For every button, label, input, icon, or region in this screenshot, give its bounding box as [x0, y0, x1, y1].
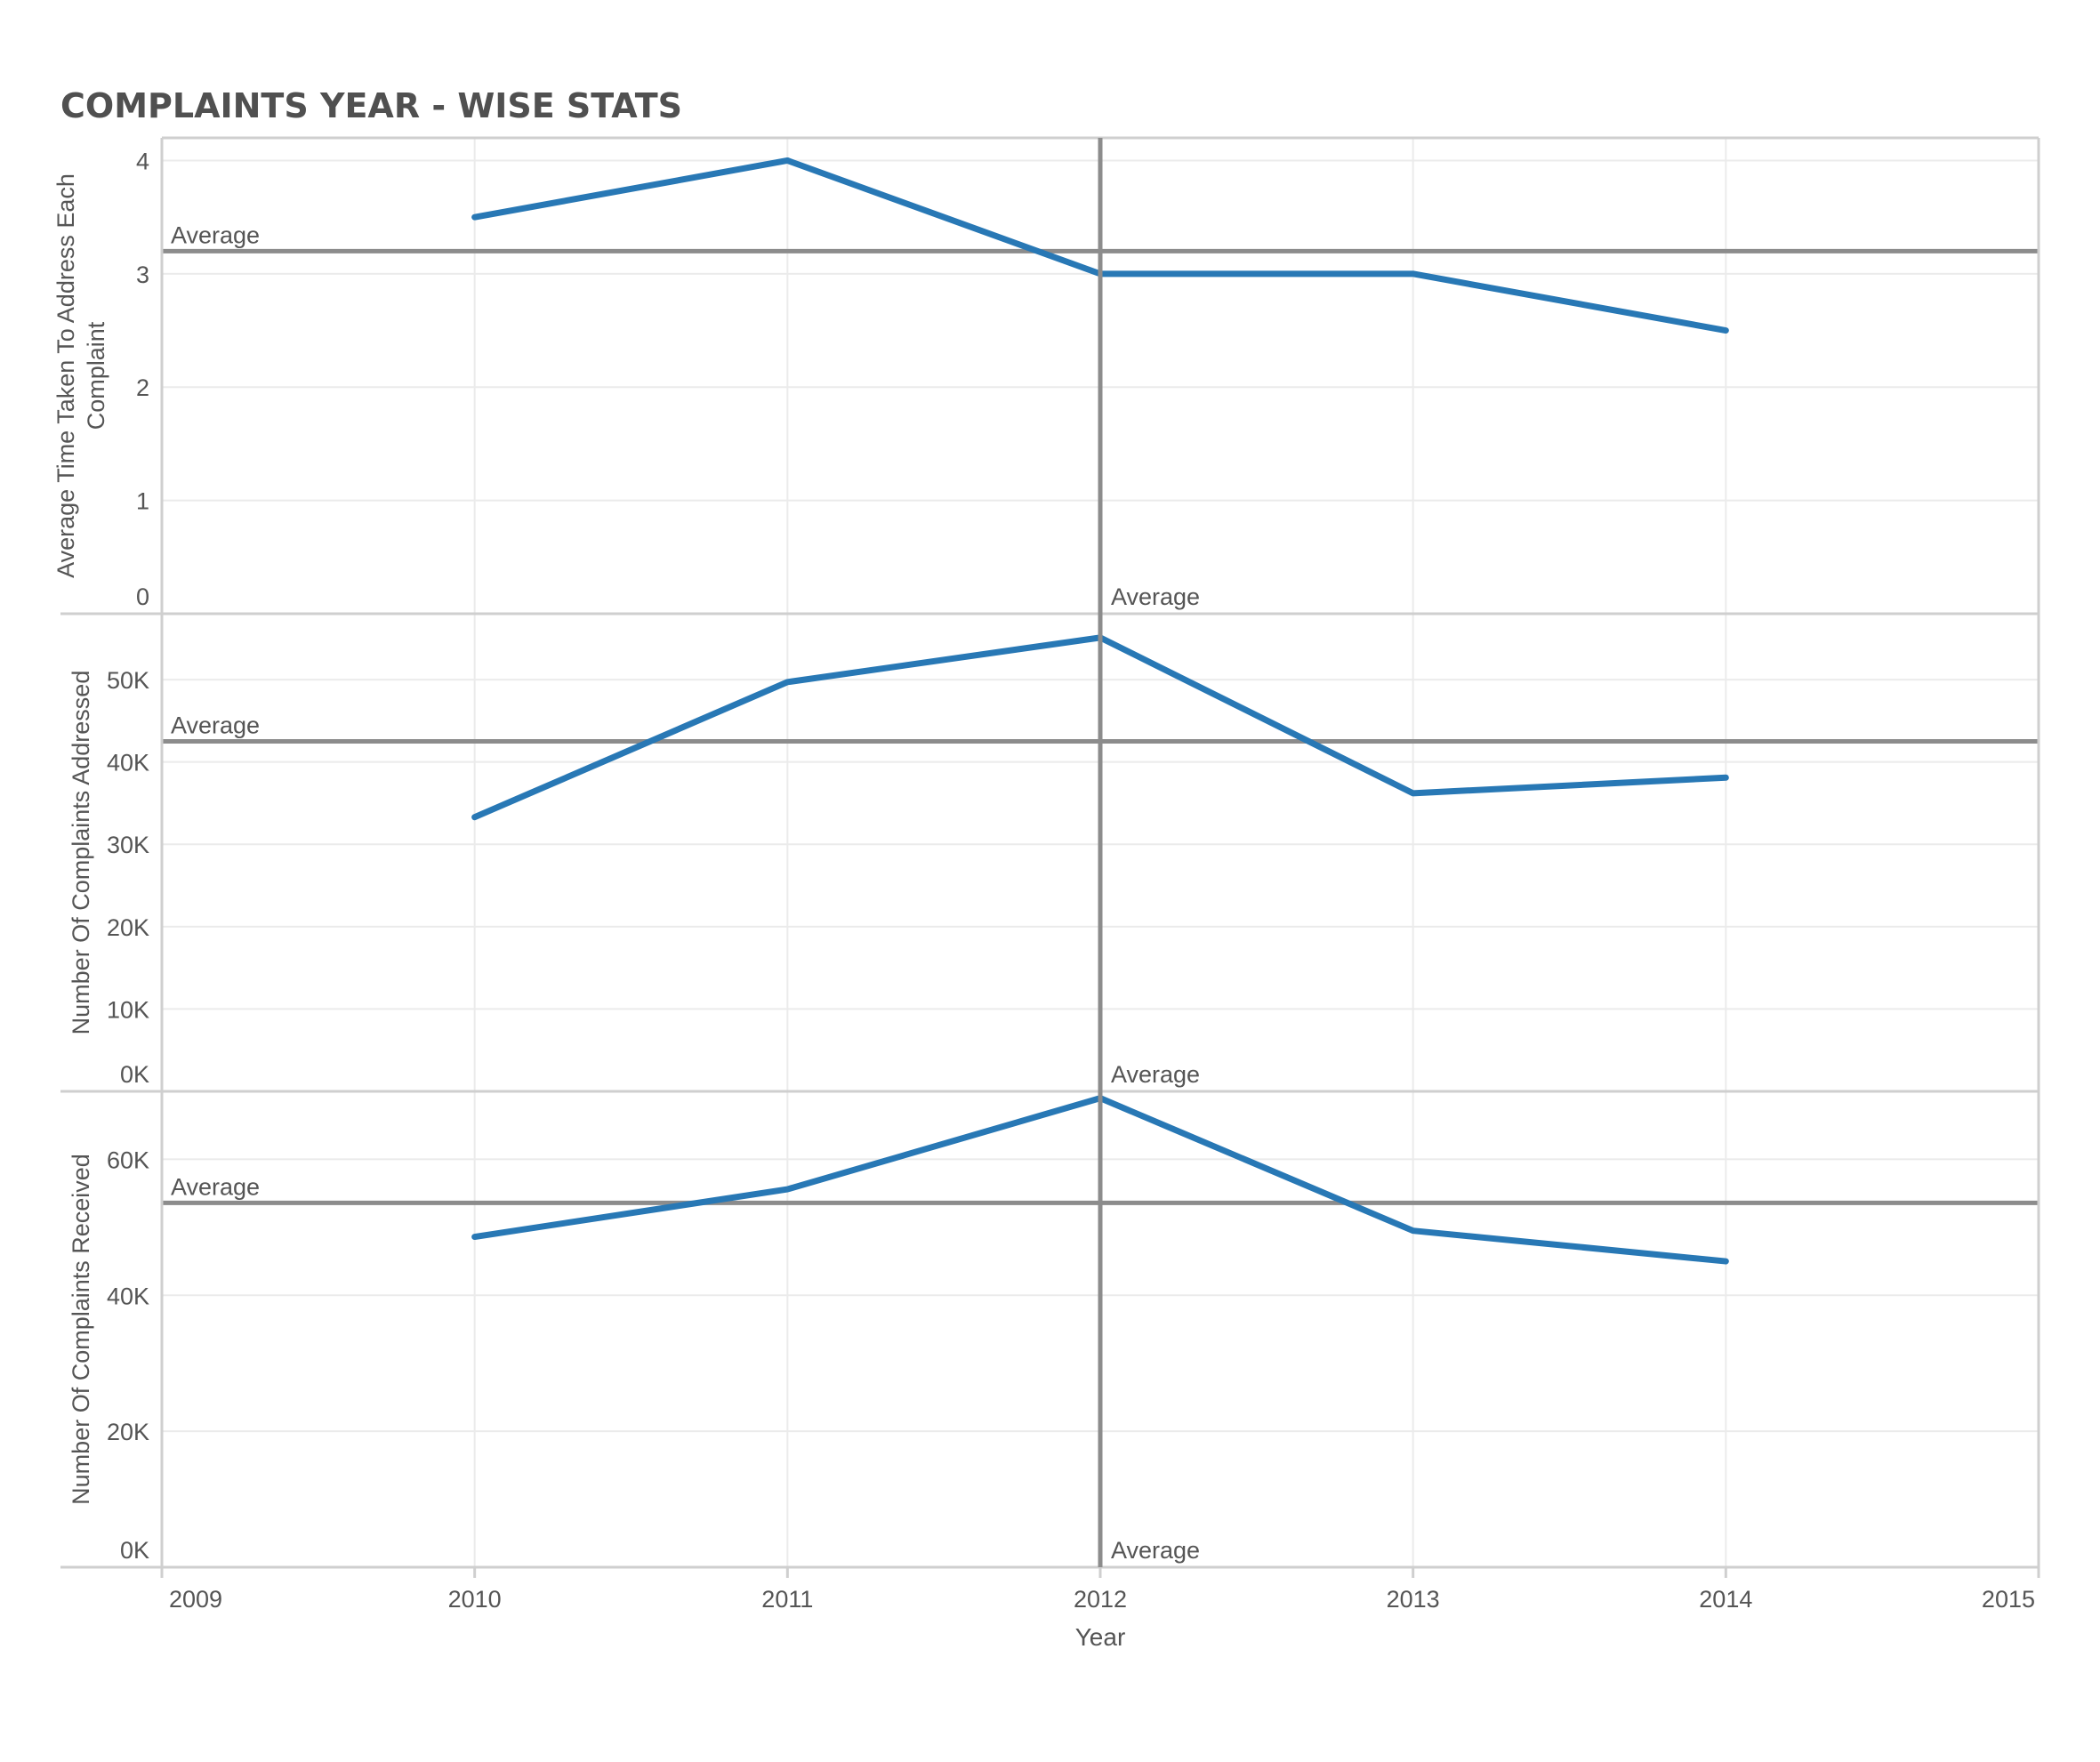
x-average-label: Average	[1111, 1061, 1200, 1088]
y-axis-label: Number Of Complaints Received	[68, 1154, 94, 1505]
chart-title: COMPLAINTS YEAR - WISE STATS	[60, 86, 682, 125]
y-axis-label: Number Of Complaints Addressed	[68, 671, 94, 1035]
x-average-label-bg	[1104, 1533, 1211, 1564]
average-label: Average	[171, 1173, 260, 1200]
x-tick-label: 2014	[1699, 1586, 1752, 1613]
x-tick-label: 2015	[1982, 1586, 2035, 1613]
y-tick-label: 0	[136, 583, 149, 610]
x-tick-label: 2009	[169, 1586, 222, 1613]
y-tick-label: 0K	[120, 1061, 149, 1088]
panel-2: 0K 10K 20K 30K 40K 50K Number Of Complaints Ad…	[60, 634, 2039, 1093]
y-tick-label: 40K	[107, 750, 149, 776]
average-label-bg	[165, 709, 272, 738]
y-tick-label: 30K	[107, 832, 149, 858]
x-tick-label: 2013	[1387, 1586, 1440, 1613]
x-average-label-bg	[1104, 580, 1211, 610]
y-tick-label: 10K	[107, 996, 149, 1023]
y-tick-label: 1	[136, 488, 149, 515]
y-axis-label: Average Time Taken To Address Each	[52, 173, 79, 578]
panel-3: 0K 20K 40K 60K Number Of Complaints Received…	[60, 1095, 2039, 1569]
panel-1: 0 1 2 3 4 Average Time Taken To Address Each C…	[52, 148, 2039, 615]
y-tick-label: 2	[136, 374, 149, 401]
y-axis-label: Complaint	[83, 321, 109, 430]
y-tick-label: 40K	[107, 1283, 149, 1309]
x-average-label: Average	[1111, 583, 1200, 610]
x-tick-label: 2011	[761, 1586, 813, 1613]
x-tick-label: 2012	[1074, 1586, 1127, 1613]
average-label-bg	[165, 219, 272, 248]
average-label-bg	[165, 1171, 272, 1200]
y-tick-label: 3	[136, 261, 149, 288]
y-tick-label: 20K	[107, 914, 149, 941]
x-axis-label: Year	[1075, 1623, 1126, 1651]
y-tick-label: 4	[136, 148, 149, 174]
x-average-label-bg	[1104, 1058, 1211, 1088]
y-tick-label: 0K	[120, 1537, 149, 1564]
y-tick-label: 20K	[107, 1419, 149, 1445]
x-average-label: Average	[1111, 1537, 1200, 1564]
x-tick-label: 2010	[448, 1586, 502, 1613]
y-tick-label: 60K	[107, 1147, 149, 1173]
average-label: Average	[171, 221, 260, 248]
y-tick-label: 50K	[107, 667, 149, 694]
average-label: Average	[171, 712, 260, 739]
